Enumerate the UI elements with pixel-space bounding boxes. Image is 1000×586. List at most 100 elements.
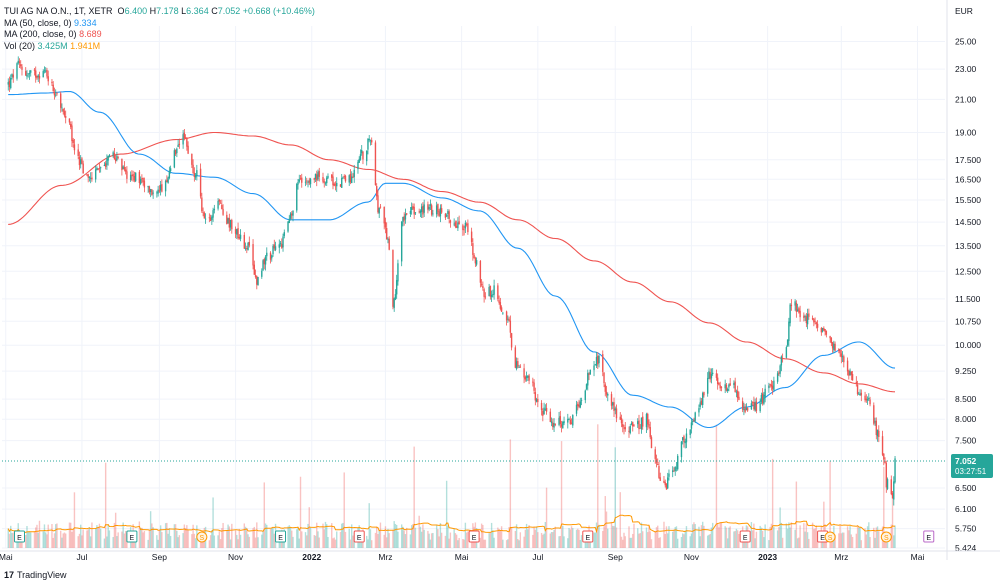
candle-body [217,201,219,209]
volume-bar [633,523,635,548]
volume-bar [798,537,800,548]
candle-body [247,242,249,251]
candle-body [239,234,242,239]
earnings-marker[interactable]: E [582,530,594,543]
volume-bar [339,531,342,548]
candle-body [36,76,38,79]
symbol-title[interactable]: TUI AG NA O.N., 1T, XETR [4,6,113,16]
volume-bar [261,534,263,548]
volume-bar [708,534,710,548]
candle-body [445,215,448,217]
earnings-marker[interactable]: E [275,530,287,543]
candle-body [850,371,853,375]
symbol-row[interactable]: TUI AG NA O.N., 1T, XETR O6.400 H7.178 L… [4,6,315,18]
earnings-marker[interactable]: E [739,530,751,543]
volume-bar [256,522,258,548]
candle-body [322,177,324,182]
split-marker[interactable]: S [196,531,208,543]
volume-bar [252,528,254,548]
candle-body [299,178,302,179]
candle-body [510,333,513,348]
volume-bar [875,527,878,548]
price-axis[interactable]: 25.00 23.00 21.00 19.00 17.500 16.500 15.500 14… [946,0,981,560]
volume-bar [114,512,117,548]
earnings-marker[interactable]: E [126,530,138,543]
ma50-row[interactable]: MA (50, close, 0) 9.334 [4,18,315,30]
volume-bar [419,526,422,548]
candle-body [505,311,508,321]
price-tick-label: 11.500 [955,294,981,304]
volume-bar [176,530,178,548]
candle-body [813,319,815,323]
ma50-label[interactable]: MA (50, close, 0) [4,17,72,28]
volume-bar [502,539,504,548]
earnings-marker[interactable]: E [468,530,480,543]
candle-body [359,154,362,160]
candle-body [613,402,615,411]
candle-body [133,176,136,181]
tradingview-brand[interactable]: 17 TradingView [4,570,67,580]
volume-row[interactable]: Vol (20) 3.425M 1.941M [4,41,315,53]
volume-bar [222,522,224,548]
earnings-marker[interactable]: E [923,530,935,543]
split-marker[interactable]: S [824,531,836,543]
volume-bar [579,539,581,548]
candle-body [38,75,41,79]
volume-bar [343,472,345,548]
earnings-marker[interactable]: E [353,530,365,543]
candle-body [8,80,11,88]
candle-body [61,107,63,109]
candle-body [715,373,718,378]
candle-body [405,213,408,215]
volume-bar [449,532,452,548]
open-value: 6.400 [124,6,148,16]
volume-bar [12,532,14,548]
candle-body [409,210,412,214]
volume-bar [124,530,127,548]
volume-bar [554,526,557,548]
volume-bar [629,537,631,548]
volume-bar [161,532,163,548]
candle-body [743,408,745,410]
candle-body [788,321,790,342]
volume-bar [351,524,353,548]
candle-body [26,74,28,77]
candle-body [794,301,796,306]
candle-body [823,327,825,331]
volume-bar [642,531,644,548]
volume-bar [759,525,761,548]
candle-body [226,214,228,225]
candle-body [201,197,203,212]
volume-bar [839,524,841,548]
price-tick-label: 6.500 [955,483,977,493]
split-marker[interactable]: S [880,531,892,543]
price-tick-label: 9.250 [955,366,977,376]
volume-bar [30,532,32,548]
candle-body [106,159,108,166]
candle-body [744,407,746,412]
ma200-label[interactable]: MA (200, close, 0) [4,29,77,39]
candle-body [437,203,439,212]
candle-body [829,336,831,339]
candle-body [383,206,385,224]
ma200-row[interactable]: MA (200, close, 0) 8.689 [4,29,315,41]
volume-bar [414,527,417,548]
candle-body [701,393,704,406]
candle-body [327,175,329,178]
candle-body [182,134,184,145]
candle-body [769,384,771,386]
time-axis[interactable]: Mai Jul Sep Nov 2022 Mrz Mai Jul Sep Nov 2023 Mrz Ma… [0,550,1000,562]
volume-bar [333,537,335,548]
volume-label[interactable]: Vol (20) [4,40,36,51]
candle-body [720,387,723,388]
event-marker-label: E [472,535,477,542]
earnings-marker[interactable]: E [13,530,25,543]
candle-body [734,381,736,393]
volume-bar [336,531,338,548]
volume-bar [553,529,555,548]
earnings-marker-box [126,530,138,543]
volume-bar [341,523,343,548]
volume-bar [448,538,450,548]
